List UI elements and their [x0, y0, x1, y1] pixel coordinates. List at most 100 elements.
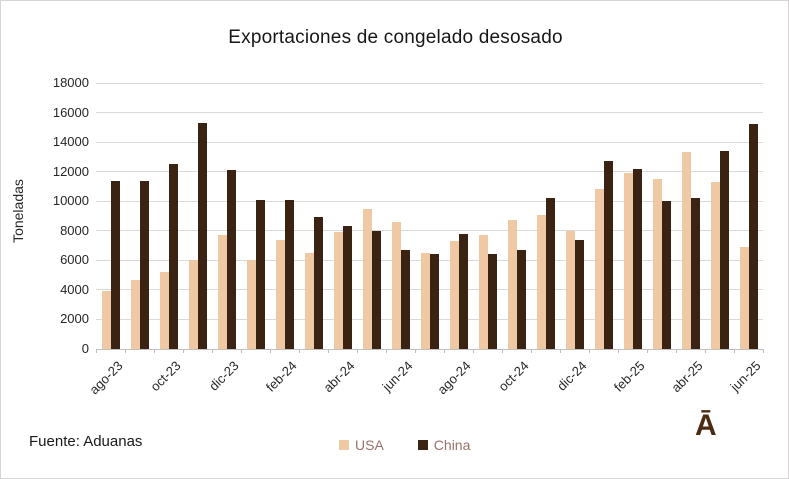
y-tick-label: 16000	[52, 104, 89, 120]
x-axis-tick	[96, 349, 97, 353]
bar-china-ago-23	[110, 180, 120, 349]
x-axis-tick	[357, 349, 358, 353]
bar-china-mar-24	[313, 217, 323, 349]
legend-item-usa: USA	[339, 437, 384, 453]
bar-china-jun-25	[748, 124, 758, 349]
bar-china-abr-24	[342, 226, 352, 349]
y-tick-label: 18000	[52, 75, 89, 90]
bar-usa-jul-24	[420, 252, 430, 349]
legend-label-china: China	[433, 437, 471, 453]
x-tick-label: ago-23	[85, 358, 126, 398]
china-swatch-icon	[417, 440, 428, 450]
bar-usa-sep-24	[478, 235, 488, 349]
bar-china-may-24	[371, 230, 381, 349]
x-axis-tick	[618, 349, 619, 353]
y-tick-label: 10000	[52, 193, 89, 209]
x-axis-tick	[531, 349, 532, 353]
bar-usa-jun-25	[739, 247, 749, 349]
bar-usa-sep-23	[130, 279, 140, 349]
bar-china-jul-24	[429, 254, 439, 349]
plot-area	[96, 82, 764, 353]
bar-china-ene-24	[255, 199, 265, 349]
bar-usa-mar-25	[652, 179, 662, 349]
usa-swatch-icon	[339, 440, 349, 450]
y-tick-label: 2000	[60, 311, 89, 327]
bar-usa-dic-24	[565, 230, 575, 349]
bar-china-mar-25	[661, 201, 671, 349]
x-tick-label: oct-24	[494, 358, 532, 395]
x-tick-label: ago-24	[433, 358, 474, 398]
bar-china-may-25	[719, 150, 729, 349]
bar-usa-jun-24	[391, 221, 401, 349]
source-note: Fuente: Aduanas	[29, 433, 143, 450]
bar-china-ene-25	[603, 161, 613, 349]
y-tick-label: 12000	[52, 163, 89, 179]
legend-label-usa: USA	[355, 437, 384, 453]
x-axis-tick	[415, 349, 416, 353]
bar-usa-nov-23	[188, 260, 198, 349]
gridline	[96, 230, 763, 232]
bar-china-sep-24	[487, 254, 497, 349]
x-tick-label: oct-23	[146, 358, 184, 395]
bar-usa-may-25	[710, 182, 720, 349]
bar-china-dic-23	[226, 170, 236, 349]
chart-title: Exportaciones de congelado desosado	[228, 27, 563, 48]
x-axis-tick	[154, 349, 155, 353]
bar-china-nov-23	[197, 122, 207, 349]
y-tick-label: 8000	[60, 222, 89, 238]
x-axis-tick	[589, 349, 590, 353]
bar-china-dic-24	[574, 239, 584, 349]
x-axis-tick	[125, 349, 126, 353]
bar-china-jun-24	[400, 250, 410, 349]
bar-usa-dic-23	[217, 235, 227, 349]
x-axis-tick	[473, 349, 474, 353]
bar-china-oct-23	[168, 164, 178, 349]
y-tick-label: 4000	[60, 281, 89, 297]
x-axis-tick	[270, 349, 271, 353]
x-axis-tick	[212, 349, 213, 353]
gridline	[96, 112, 763, 114]
x-axis-tick	[676, 349, 677, 353]
gridline	[96, 82, 763, 84]
bar-usa-oct-23	[159, 272, 169, 349]
y-tick-label: 6000	[60, 252, 89, 268]
bar-usa-abr-25	[681, 152, 691, 349]
bar-china-feb-24	[284, 199, 294, 349]
x-tick-label: jun-24	[378, 358, 416, 395]
bar-usa-feb-25	[623, 173, 633, 349]
gridline	[96, 141, 763, 143]
x-axis-tick	[386, 349, 387, 353]
x-axis-tick	[705, 349, 706, 353]
bar-usa-oct-24	[507, 220, 517, 349]
x-tick-label: abr-24	[319, 358, 358, 396]
bar-usa-nov-24	[536, 214, 546, 349]
x-axis-tick	[647, 349, 648, 353]
x-axis-tick	[502, 349, 503, 353]
x-tick-label: feb-24	[262, 358, 300, 395]
gridline	[96, 200, 763, 202]
bar-usa-may-24	[362, 208, 372, 349]
bar-china-nov-24	[545, 198, 555, 349]
bar-usa-feb-24	[275, 239, 285, 349]
bar-china-feb-25	[632, 168, 642, 349]
brand-logo: Ā	[695, 409, 717, 442]
x-axis-tick	[560, 349, 561, 353]
x-axis-tick	[299, 349, 300, 353]
bar-usa-ene-24	[246, 260, 256, 349]
bar-usa-ene-25	[594, 189, 604, 349]
bar-china-ago-24	[458, 233, 468, 349]
x-axis-tick	[444, 349, 445, 353]
legend-item-china: China	[417, 437, 471, 453]
x-axis-tick	[241, 349, 242, 353]
legend: USA China	[339, 437, 470, 453]
gridline	[96, 171, 763, 173]
x-axis-line	[96, 349, 763, 350]
x-axis-tick	[734, 349, 735, 353]
y-tick-label: 0	[81, 341, 89, 356]
bar-china-abr-25	[690, 198, 700, 349]
x-tick-label: dic-24	[553, 358, 590, 394]
x-axis-tick	[763, 349, 764, 353]
bar-usa-ago-23	[101, 291, 111, 349]
x-tick-label: feb-25	[610, 358, 648, 395]
